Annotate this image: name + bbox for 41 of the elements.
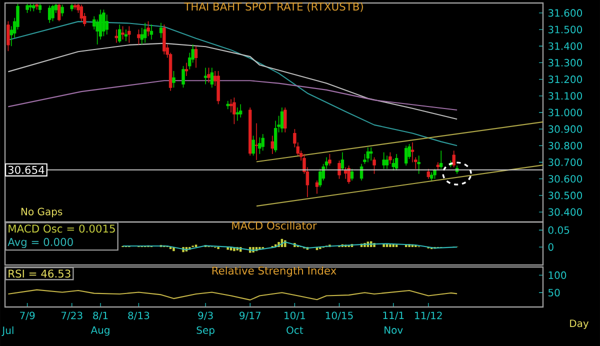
y-tick-label: 100 (548, 271, 566, 279)
y-tick-label: 31.400 (548, 42, 582, 50)
y-tick-label: 31.500 (548, 26, 582, 34)
y-tick-label: 31.600 (548, 9, 582, 17)
x-tick-label: 8/13 (128, 312, 150, 320)
y-tick-label: 0 (548, 243, 554, 251)
chart-title: MACD Oscillator (232, 221, 317, 230)
annotation: RSI = 46.53 (8, 270, 70, 278)
y-tick-label: 30.400 (548, 208, 582, 216)
x-tick-label: 9/3 (198, 312, 213, 320)
y-tick-label: 31.300 (548, 58, 582, 67)
ref-line-label: 30.654 (8, 166, 44, 174)
x-tick-label: 9/17 (240, 312, 260, 320)
x-tick-label: 7/23 (61, 312, 82, 320)
x2-tick-label: Aug (90, 326, 110, 336)
x-tick-label: 10/15 (326, 312, 353, 320)
y-tick-label: 30.800 (548, 142, 582, 150)
y-tick-label: 50 (548, 288, 560, 296)
x2-tick-label: Nov (384, 326, 403, 334)
annotation: MACD Osc = 0.0015 (8, 224, 115, 233)
x-tick-label: 7/9 (20, 312, 35, 320)
y-tick-label: 30.900 (548, 125, 582, 133)
x-tick-label: 8/1 (93, 312, 108, 320)
y-tick-label: 31.100 (548, 92, 582, 100)
x2-tick-label: Oct (286, 326, 304, 334)
y-tick-label: 30.500 (548, 192, 582, 200)
annotation: No Gaps (21, 208, 62, 218)
y-tick-label: 0.05 (548, 226, 570, 234)
x2-tick-label: Jul (2, 326, 14, 336)
chart-title: Relative Strength Index (212, 266, 336, 277)
x-tick-label: 11/1 (383, 312, 404, 320)
chart-title: THAI BAHT SPOT RATE (RTXUSTB) (184, 2, 363, 12)
annotation: Avg = 0.000 (8, 238, 73, 248)
y-tick-label: 30.700 (548, 158, 582, 166)
x-tick-label: 11/12 (415, 312, 442, 320)
y-tick-label: 31.200 (548, 76, 582, 84)
x2-tick-label: Sep (196, 326, 214, 336)
y-tick-label: 30.600 (548, 175, 582, 183)
y-tick-label: 31.000 (548, 108, 582, 116)
text: Day (570, 320, 589, 330)
x-tick-label: 10/1 (284, 312, 305, 320)
